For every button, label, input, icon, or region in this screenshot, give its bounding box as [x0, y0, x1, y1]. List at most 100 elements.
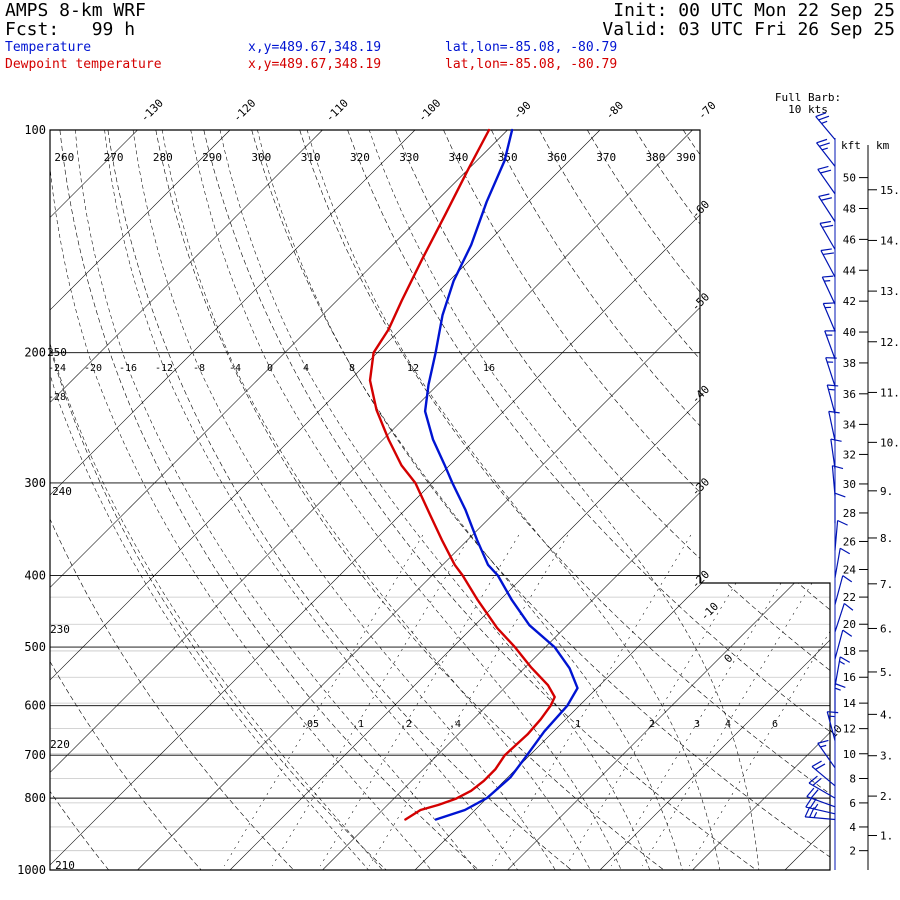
- svg-text:40: 40: [843, 326, 856, 339]
- svg-text:300: 300: [251, 151, 271, 164]
- svg-text:42: 42: [843, 295, 856, 308]
- svg-text:28: 28: [843, 507, 856, 520]
- svg-text:12.: 12.: [880, 336, 900, 349]
- svg-text:360: 360: [547, 151, 567, 164]
- svg-text:12: 12: [843, 723, 856, 736]
- svg-text:.05: .05: [301, 719, 319, 730]
- svg-text:200: 200: [24, 346, 46, 360]
- svg-text:10 kts: 10 kts: [788, 103, 828, 116]
- svg-text:0: 0: [267, 363, 273, 374]
- svg-text:1: 1: [575, 719, 581, 730]
- model-name: AMPS 8-km WRF: [5, 0, 146, 21]
- svg-text:230: 230: [50, 623, 70, 636]
- plot-border: [49, 129, 831, 871]
- svg-text:15.: 15.: [880, 184, 900, 197]
- svg-text:350: 350: [498, 151, 518, 164]
- svg-text:-28: -28: [48, 392, 66, 403]
- svg-text:5.: 5.: [880, 666, 893, 679]
- svg-text:48: 48: [843, 202, 856, 215]
- height-scale-axis: kft km24681012141618202224262830323436384…: [841, 139, 900, 870]
- svg-text:.4: .4: [449, 719, 461, 730]
- svg-text:-16: -16: [119, 363, 137, 374]
- svg-text:-4: -4: [229, 363, 241, 374]
- background-grid: [50, 130, 830, 870]
- svg-text:14: 14: [843, 697, 857, 710]
- svg-text:1000: 1000: [17, 863, 46, 877]
- svg-text:24: 24: [843, 564, 857, 577]
- svg-text:8.: 8.: [880, 532, 893, 545]
- forecast-hour: Fcst: 99 h: [5, 19, 136, 40]
- svg-text:12: 12: [407, 363, 419, 374]
- svg-text:-50: -50: [689, 290, 712, 313]
- svg-text:26: 26: [843, 535, 856, 548]
- svg-text:6: 6: [772, 719, 778, 730]
- svg-text:8: 8: [849, 773, 856, 786]
- svg-text:11.: 11.: [880, 386, 900, 399]
- svg-text:.1: .1: [352, 719, 364, 730]
- init-time: Init: 00 UTC Mon 22 Sep 25: [613, 0, 895, 21]
- svg-text:600: 600: [24, 699, 46, 713]
- svg-text:700: 700: [24, 748, 46, 762]
- svg-text:46: 46: [843, 233, 856, 246]
- svg-text:14.: 14.: [880, 234, 900, 247]
- temperature-legend-label: Temperature: [5, 40, 92, 55]
- svg-text:370: 370: [596, 151, 616, 164]
- svg-text:-30: -30: [689, 475, 712, 498]
- svg-text:100: 100: [24, 123, 46, 137]
- svg-text:36: 36: [843, 388, 856, 401]
- svg-text:6: 6: [849, 797, 856, 810]
- svg-text:13.: 13.: [880, 285, 900, 298]
- svg-text:50: 50: [843, 172, 856, 185]
- svg-text:400: 400: [24, 568, 46, 582]
- svg-text:7.: 7.: [880, 578, 893, 591]
- svg-text:18: 18: [843, 645, 856, 658]
- svg-text:0: 0: [722, 652, 736, 666]
- svg-text:-24: -24: [48, 363, 66, 374]
- temperature-point-xy: x,y=489.67,348.19: [248, 40, 382, 55]
- temperature-point-latlon: lat,lon=-85.08, -80.79: [445, 40, 618, 55]
- svg-text:16: 16: [843, 671, 856, 684]
- dewpoint-point-xy: x,y=489.67,348.19: [248, 57, 382, 72]
- svg-text:9.: 9.: [880, 485, 893, 498]
- svg-text:330: 330: [399, 151, 419, 164]
- svg-text:390: 390: [676, 151, 696, 164]
- svg-text:320: 320: [350, 151, 370, 164]
- svg-text:44: 44: [843, 264, 857, 277]
- svg-text:3.: 3.: [880, 750, 893, 763]
- svg-text:-12: -12: [155, 363, 173, 374]
- svg-text:-130: -130: [138, 97, 166, 125]
- svg-text:3: 3: [694, 719, 700, 730]
- svg-text:20: 20: [843, 618, 856, 631]
- svg-text:270: 270: [104, 151, 124, 164]
- temperature-curve: [423, 128, 579, 821]
- svg-text:4.: 4.: [880, 708, 893, 721]
- svg-text:.2: .2: [400, 719, 412, 730]
- svg-text:8: 8: [349, 363, 355, 374]
- svg-text:-60: -60: [689, 198, 712, 221]
- svg-text:250: 250: [47, 346, 67, 359]
- svg-text:-8: -8: [193, 363, 205, 374]
- svg-text:22: 22: [843, 591, 856, 604]
- svg-text:38: 38: [843, 357, 856, 370]
- svg-text:4: 4: [725, 719, 731, 730]
- svg-text:1.: 1.: [880, 830, 893, 843]
- svg-text:-10: -10: [698, 600, 721, 623]
- svg-text:30: 30: [843, 478, 856, 491]
- svg-text:-80: -80: [603, 99, 626, 122]
- svg-text:-40: -40: [689, 383, 712, 406]
- svg-text:6.: 6.: [880, 622, 893, 635]
- svg-text:240: 240: [52, 485, 72, 498]
- svg-text:500: 500: [24, 640, 46, 654]
- svg-text:2.: 2.: [880, 790, 893, 803]
- svg-text:32: 32: [843, 448, 856, 461]
- svg-text:-110: -110: [323, 97, 351, 125]
- svg-text:2: 2: [849, 845, 856, 858]
- dewpoint-curve: [368, 128, 556, 821]
- svg-text:300: 300: [24, 476, 46, 490]
- svg-text:kft: kft: [841, 139, 861, 152]
- svg-text:380: 380: [646, 151, 666, 164]
- svg-text:280: 280: [153, 151, 173, 164]
- svg-text:-120: -120: [231, 97, 259, 125]
